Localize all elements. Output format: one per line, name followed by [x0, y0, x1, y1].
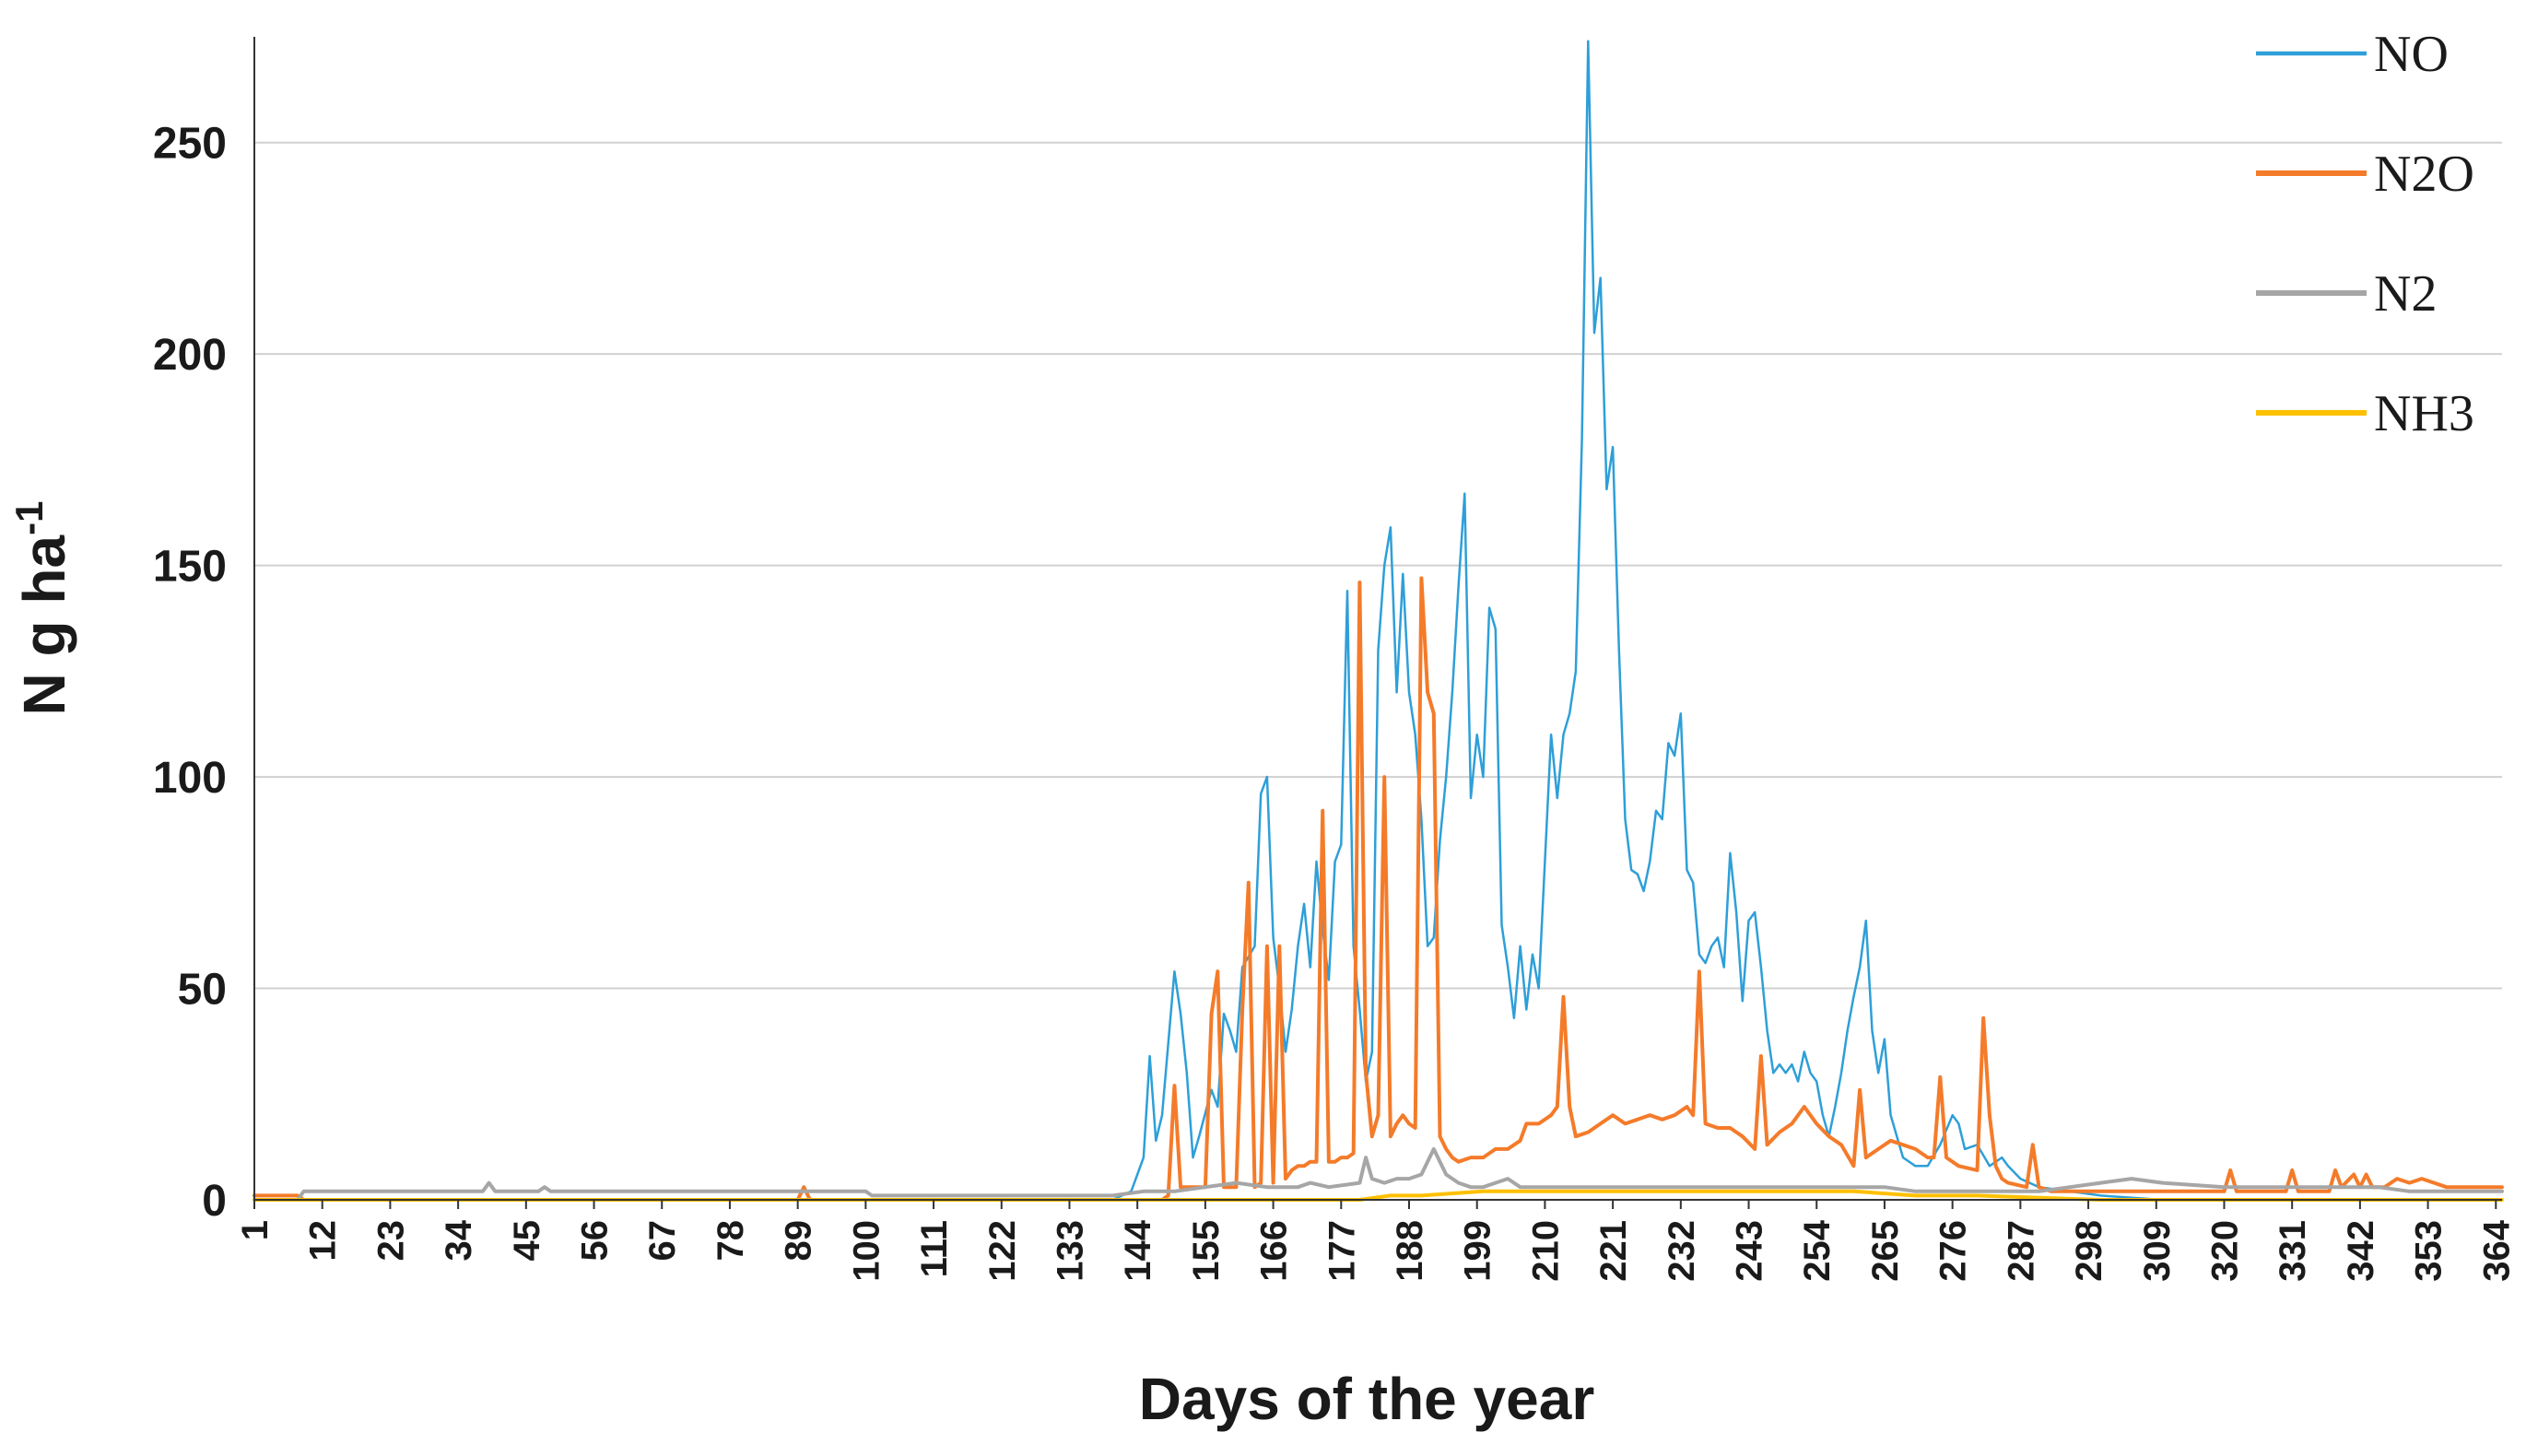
x-tick-label: 67: [642, 1220, 683, 1262]
legend-label-n2o: N2O: [2374, 146, 2474, 203]
x-tick-label: 45: [507, 1220, 547, 1262]
y-tick-label: 150: [153, 543, 227, 592]
legend-label-no: NO: [2374, 26, 2449, 83]
legend-label-nh3: NH3: [2374, 385, 2474, 442]
y-tick-label: 200: [153, 331, 227, 380]
x-tick-label: 364: [2476, 1219, 2517, 1281]
x-tick-label: 56: [575, 1220, 616, 1262]
x-tick-label: 243: [1730, 1220, 1770, 1282]
x-axis-title: Days of the year: [1139, 1366, 1594, 1432]
x-tick-label: 166: [1254, 1220, 1295, 1282]
x-tick-label: 188: [1390, 1220, 1430, 1282]
y-axis-title-main: N g ha: [11, 534, 77, 715]
y-axis-title: N g ha-1: [7, 501, 77, 716]
x-tick-label: 320: [2204, 1220, 2245, 1282]
x-tick-label: 1: [235, 1220, 276, 1240]
series-lines: [253, 40, 2504, 1202]
x-tick-labels: 1 12 23 34 45 56 67 78 89 100 111 122 133 144 155 166 17…: [235, 1200, 2517, 1282]
axes: [253, 37, 2502, 1201]
x-tick-label: 342: [2341, 1220, 2381, 1282]
x-tick-label: 353: [2409, 1220, 2450, 1282]
x-tick-label: 232: [1662, 1220, 1702, 1282]
x-tick-label: 122: [982, 1220, 1023, 1282]
y-axis-title-superscript: -1: [7, 501, 51, 535]
y-tick-label: 0: [202, 1177, 227, 1226]
x-tick-label: 309: [2137, 1220, 2178, 1282]
series-line-n2o: [253, 576, 2504, 1202]
x-tick-label: 221: [1593, 1220, 1634, 1282]
series-line-no: [253, 40, 2504, 1202]
y-tick-label: 50: [178, 966, 227, 1015]
legend-label-n2: N2: [2374, 265, 2437, 323]
x-tick-label: 144: [1118, 1219, 1158, 1281]
x-tick-label: 155: [1186, 1220, 1227, 1282]
x-tick-label: 12: [303, 1220, 344, 1262]
x-tick-label: 287: [2001, 1220, 2041, 1282]
x-tick-label: 331: [2273, 1220, 2313, 1282]
x-tick-label: 210: [1525, 1220, 1566, 1282]
x-tick-label: 199: [1458, 1220, 1498, 1282]
x-tick-label: 177: [1322, 1220, 1362, 1282]
y-tick-label: 100: [153, 754, 227, 803]
x-tick-label: 111: [914, 1220, 955, 1277]
x-tick-label: 100: [846, 1220, 887, 1282]
y-tick-label: 250: [153, 120, 227, 169]
y-tick-labels: 0 50 100 150 200 250: [153, 120, 227, 1226]
x-tick-label: 276: [1933, 1220, 1974, 1282]
x-tick-label: 265: [1865, 1220, 1906, 1282]
x-tick-label: 78: [711, 1220, 751, 1262]
x-tick-label: 89: [779, 1220, 819, 1262]
series-line-n2: [253, 1146, 2504, 1202]
x-tick-label: 23: [370, 1220, 411, 1262]
gridlines: [254, 141, 2502, 990]
x-tick-label: 133: [1050, 1220, 1090, 1282]
x-tick-label: 254: [1797, 1219, 1838, 1281]
legend: NO N2O N2 NH3: [2256, 26, 2474, 442]
x-tick-label: 298: [2069, 1220, 2109, 1282]
x-tick-label: 34: [439, 1219, 479, 1261]
series-line-nh3: [253, 1189, 2504, 1202]
